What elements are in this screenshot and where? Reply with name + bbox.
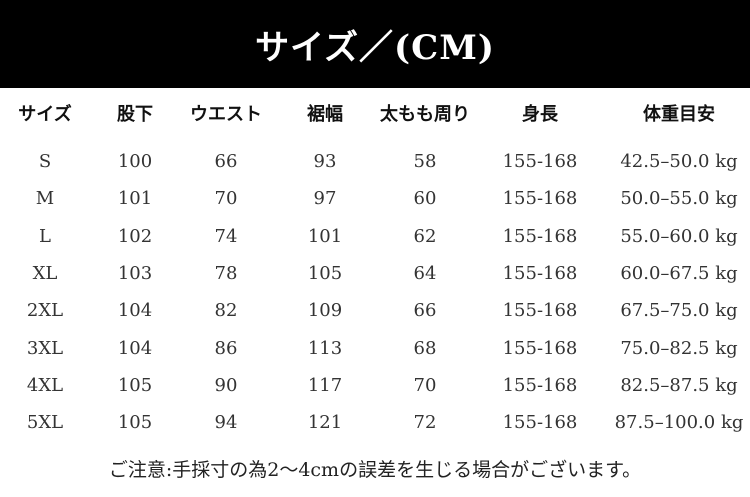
table-cell: 58 <box>413 151 437 173</box>
table-cell: 105 <box>117 374 153 396</box>
table-row: 2XL 104 82 109 66 155-168 67.5–75.0 kg <box>0 292 750 329</box>
column-header: ウエスト <box>190 104 262 125</box>
table-cell: 60.0–67.5 kg <box>620 263 738 285</box>
table-row: L 102 74 101 62 155-168 55.0–60.0 kg <box>0 218 750 255</box>
table-cell: L <box>39 225 51 247</box>
table-cell: 60 <box>413 188 437 210</box>
column-header: 裾幅 <box>307 104 343 125</box>
table-cell: 155-168 <box>502 263 578 285</box>
page-title: サイズ／(CM) <box>255 27 495 68</box>
table-cell: 66 <box>413 300 437 322</box>
table-row: S 100 66 93 58 155-168 42.5–50.0 kg <box>0 143 750 180</box>
column-header: 身長 <box>522 104 558 125</box>
table-cell: 62 <box>413 225 437 247</box>
table-cell: 94 <box>214 412 238 434</box>
table-cell: 102 <box>117 225 153 247</box>
table-cell: 117 <box>307 374 343 396</box>
table-cell: 93 <box>313 151 337 173</box>
table-cell: 82 <box>214 300 238 322</box>
table-cell: 101 <box>307 225 343 247</box>
table-cell: S <box>38 151 52 173</box>
table-row: 3XL 104 86 113 68 155-168 75.0–82.5 kg <box>0 329 750 366</box>
table-row: M 101 70 97 60 155-168 50.0–55.0 kg <box>0 180 750 217</box>
measurement-note: ご注意:手採寸の為2～4cmの誤差を生じる場合がございます。 <box>108 459 642 481</box>
column-header: サイズ <box>18 104 72 125</box>
table-cell: 70 <box>413 374 437 396</box>
table-cell: 104 <box>117 337 153 359</box>
column-header: 体重目安 <box>643 104 715 125</box>
table-cell: 109 <box>307 300 343 322</box>
table-cell: 68 <box>413 337 437 359</box>
table-cell: 100 <box>117 151 153 173</box>
table-cell: 72 <box>413 412 437 434</box>
table-cell: 155-168 <box>502 337 578 359</box>
table-cell: 75.0–82.5 kg <box>620 337 738 359</box>
table-cell: 78 <box>214 263 238 285</box>
table-cell: 82.5–87.5 kg <box>620 374 738 396</box>
table-cell: 105 <box>117 412 153 434</box>
table-cell: 155-168 <box>502 300 578 322</box>
table-cell: 104 <box>117 300 153 322</box>
table-cell: 121 <box>307 412 343 434</box>
table-cell: 74 <box>214 225 238 247</box>
table-cell: M <box>35 188 55 210</box>
size-table: サイズ 股下 ウエスト 裾幅 太もも周り 身長 体重目安 S 100 66 93 58 155-168… <box>0 94 750 441</box>
table-cell: 50.0–55.0 kg <box>620 188 738 210</box>
table-cell: 155-168 <box>502 151 578 173</box>
table-cell: 155-168 <box>502 412 578 434</box>
table-cell: 67.5–75.0 kg <box>620 300 738 322</box>
column-header: 股下 <box>117 104 153 125</box>
table-row: XL 103 78 105 64 155-168 60.0–67.5 kg <box>0 255 750 292</box>
table-cell: 90 <box>214 374 238 396</box>
table-cell: 55.0–60.0 kg <box>620 225 738 247</box>
table-cell: 155-168 <box>502 225 578 247</box>
spacer-row <box>0 132 750 143</box>
table-row: 4XL 105 90 117 70 155-168 82.5–87.5 kg <box>0 367 750 404</box>
table-cell: 101 <box>117 188 153 210</box>
table-cell: 113 <box>307 337 343 359</box>
table-cell: 64 <box>413 263 437 285</box>
table-cell: 103 <box>117 263 153 285</box>
table-cell: 3XL <box>26 337 64 359</box>
table-cell: 155-168 <box>502 374 578 396</box>
table-cell: 42.5–50.0 kg <box>620 151 738 173</box>
table-cell: 66 <box>214 151 238 173</box>
header-row: サイズ 股下 ウエスト 裾幅 太もも周り 身長 体重目安 <box>0 94 750 132</box>
table-cell: 97 <box>313 188 337 210</box>
column-header: 太もも周り <box>380 104 470 125</box>
title-banner: サイズ／(CM) <box>0 0 750 88</box>
table-cell: 4XL <box>26 374 64 396</box>
table-cell: 5XL <box>26 412 64 434</box>
table-cell: 87.5–100.0 kg <box>614 412 744 434</box>
table-cell: XL <box>32 263 58 285</box>
table-cell: 2XL <box>26 300 64 322</box>
table-cell: 86 <box>214 337 238 359</box>
table-cell: 70 <box>214 188 238 210</box>
table-cell: 105 <box>307 263 343 285</box>
table-row: 5XL 105 94 121 72 155-168 87.5–100.0 kg <box>0 404 750 441</box>
table-cell: 155-168 <box>502 188 578 210</box>
